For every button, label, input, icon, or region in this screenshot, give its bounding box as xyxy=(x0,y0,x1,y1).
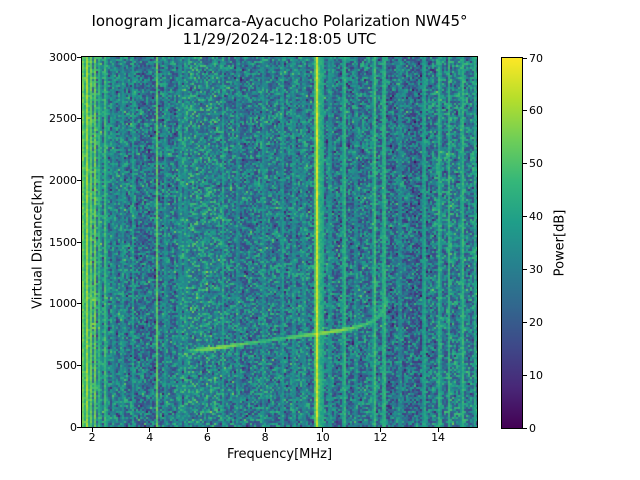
ionogram-figure: Ionogram Jicamarca-Ayacucho Polarization… xyxy=(0,0,640,480)
x-tick-label: 14 xyxy=(431,431,445,444)
tick-mark xyxy=(92,428,93,432)
tick-mark xyxy=(77,427,81,428)
colorbar-tick-label: 60 xyxy=(529,104,543,117)
x-tick-label: 12 xyxy=(373,431,387,444)
tick-mark xyxy=(77,118,81,119)
y-tick-label: 2000 xyxy=(49,174,77,187)
colorbar-tick-label: 0 xyxy=(529,422,536,435)
tick-mark xyxy=(523,322,527,323)
y-tick-label: 500 xyxy=(56,359,77,372)
y-axis-label: Virtual Distance[km] xyxy=(31,175,46,309)
colorbar-tick-label: 10 xyxy=(529,369,543,382)
y-tick-label: 1500 xyxy=(49,236,77,249)
x-tick-label: 2 xyxy=(89,431,96,444)
tick-mark xyxy=(523,58,527,59)
ionogram-heatmap xyxy=(82,57,477,427)
tick-mark xyxy=(438,428,439,432)
colorbar-gradient xyxy=(502,58,522,428)
tick-mark xyxy=(523,110,527,111)
tick-mark xyxy=(77,180,81,181)
tick-mark xyxy=(265,428,266,432)
chart-subtitle: 11/29/2024-12:18:05 UTC xyxy=(82,30,477,48)
colorbar-label: Power[dB] xyxy=(553,210,568,277)
colorbar-tick-label: 50 xyxy=(529,157,543,170)
colorbar-tick-label: 30 xyxy=(529,263,543,276)
chart-title-block: Ionogram Jicamarca-Ayacucho Polarization… xyxy=(82,12,477,48)
tick-mark xyxy=(523,163,527,164)
y-tick-label: 0 xyxy=(70,421,77,434)
tick-mark xyxy=(77,242,81,243)
tick-mark xyxy=(77,57,81,58)
chart-title: Ionogram Jicamarca-Ayacucho Polarization… xyxy=(82,12,477,30)
y-tick-label: 1000 xyxy=(49,297,77,310)
tick-mark xyxy=(523,269,527,270)
tick-mark xyxy=(149,428,150,432)
x-tick-label: 8 xyxy=(262,431,269,444)
y-tick-label: 2500 xyxy=(49,112,77,125)
colorbar-tick-label: 40 xyxy=(529,210,543,223)
x-tick-label: 6 xyxy=(204,431,211,444)
tick-mark xyxy=(322,428,323,432)
x-tick-label: 10 xyxy=(316,431,330,444)
x-tick-label: 4 xyxy=(146,431,153,444)
colorbar-tick-label: 70 xyxy=(529,52,543,65)
tick-mark xyxy=(523,216,527,217)
tick-mark xyxy=(523,428,527,429)
y-tick-label: 3000 xyxy=(49,51,77,64)
tick-mark xyxy=(207,428,208,432)
tick-mark xyxy=(77,365,81,366)
colorbar-tick-label: 20 xyxy=(529,316,543,329)
tick-mark xyxy=(77,303,81,304)
tick-mark xyxy=(523,375,527,376)
tick-mark xyxy=(380,428,381,432)
x-axis-label: Frequency[MHz] xyxy=(82,447,477,462)
